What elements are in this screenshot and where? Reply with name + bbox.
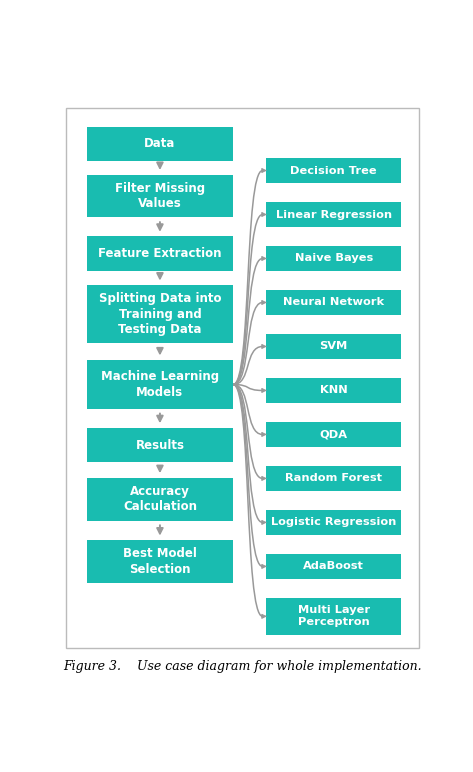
Text: Figure 3.    Use case diagram for whole implementation.: Figure 3. Use case diagram for whole imp… (63, 660, 422, 672)
FancyBboxPatch shape (266, 554, 401, 579)
FancyBboxPatch shape (87, 540, 233, 583)
FancyBboxPatch shape (87, 236, 233, 271)
Text: Naive Bayes: Naive Bayes (295, 253, 373, 263)
FancyBboxPatch shape (87, 428, 233, 462)
Text: Random Forest: Random Forest (285, 473, 382, 483)
FancyBboxPatch shape (87, 127, 233, 161)
FancyBboxPatch shape (266, 202, 401, 227)
Text: Accuracy
Calculation: Accuracy Calculation (123, 485, 197, 513)
Text: Results: Results (135, 438, 184, 452)
Text: Filter Missing
Values: Filter Missing Values (115, 182, 205, 210)
FancyBboxPatch shape (87, 174, 233, 218)
Text: AdaBoost: AdaBoost (303, 561, 364, 571)
FancyBboxPatch shape (266, 334, 401, 359)
FancyBboxPatch shape (266, 466, 401, 491)
Text: KNN: KNN (320, 385, 348, 395)
FancyBboxPatch shape (87, 360, 233, 409)
Text: QDA: QDA (320, 429, 348, 439)
FancyBboxPatch shape (266, 422, 401, 447)
FancyBboxPatch shape (266, 378, 401, 403)
Text: Splitting Data into
Training and
Testing Data: Splitting Data into Training and Testing… (99, 293, 221, 337)
Text: Neural Network: Neural Network (283, 297, 384, 307)
FancyBboxPatch shape (266, 598, 401, 635)
Text: Machine Learning
Models: Machine Learning Models (101, 371, 219, 399)
Text: Feature Extraction: Feature Extraction (98, 247, 222, 260)
FancyBboxPatch shape (266, 158, 401, 183)
FancyBboxPatch shape (87, 478, 233, 520)
FancyBboxPatch shape (266, 510, 401, 535)
Text: Logistic Regression: Logistic Regression (271, 517, 396, 527)
Text: Decision Tree: Decision Tree (290, 165, 377, 175)
Text: Data: Data (144, 137, 175, 151)
Text: Multi Layer
Perceptron: Multi Layer Perceptron (298, 605, 370, 628)
FancyBboxPatch shape (266, 290, 401, 315)
Text: SVM: SVM (320, 341, 348, 351)
FancyBboxPatch shape (87, 285, 233, 344)
Text: Best Model
Selection: Best Model Selection (123, 547, 197, 576)
Text: Linear Regression: Linear Regression (276, 209, 392, 219)
FancyBboxPatch shape (266, 246, 401, 271)
